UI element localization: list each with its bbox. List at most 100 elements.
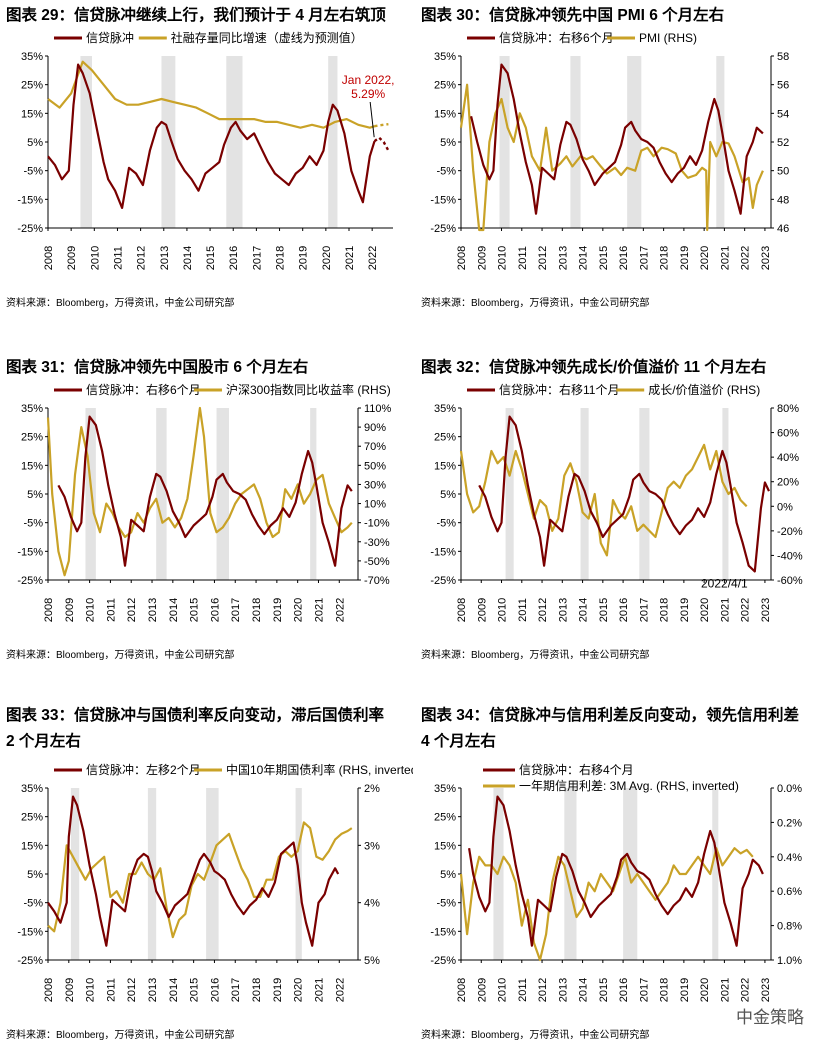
right-tick-label: 90% xyxy=(364,422,386,434)
chart-svg-33: 35% 25% 15% 5% -5% -15% -25% 2% 3% 4% 5% 2008 2009 20… xyxy=(17,762,413,1002)
x-tick-label: 2008 xyxy=(456,978,468,1002)
x-tick-label: 2017 xyxy=(230,978,242,1002)
right-tick-label: -60% xyxy=(777,575,803,587)
left-tick-label: -5% xyxy=(436,518,456,530)
x-tick-label: 2014 xyxy=(168,978,180,1002)
x-tick-label: 2010 xyxy=(85,598,97,622)
x-tick-label: 2017 xyxy=(230,598,242,622)
x-tick-label: 2021 xyxy=(313,598,325,622)
x-tick-label: 2013 xyxy=(147,598,159,622)
left-tick-label: 15% xyxy=(21,108,43,120)
chart-svg-34: 35% 25% 15% 5% -5% -15% -25% 0.0% 0.2% 0.4% 0.6% 0.… xyxy=(430,762,802,1002)
right-tick-label: 46 xyxy=(777,223,789,235)
x-tick-label: 2014 xyxy=(578,598,590,622)
x-tick-label: 2020 xyxy=(699,598,711,622)
legend-label-0: 信贷脉冲：右移6个月 xyxy=(499,30,614,45)
left-tick-label: 15% xyxy=(21,460,43,472)
x-tick-label: 2013 xyxy=(159,246,171,270)
left-tick-label: 35% xyxy=(21,783,43,795)
legend-label-0: 信贷脉冲：左移2个月 xyxy=(86,762,201,777)
right-tick-label: -20% xyxy=(777,526,803,538)
shaded-period-0 xyxy=(499,56,510,228)
left-tick-label: 25% xyxy=(434,432,456,444)
x-tick-label: 2014 xyxy=(182,246,194,270)
series-line-1 xyxy=(459,847,754,962)
x-tick-label: 2016 xyxy=(618,598,630,622)
chart-panel-30: 图表 30：信贷脉冲领先中国 PMI 6 个月左右 35% 25% 15% 5% -5%… xyxy=(413,0,826,320)
x-tick-label: 2011 xyxy=(517,246,529,270)
x-tick-label: 2021 xyxy=(344,246,356,270)
right-tick-label: 3% xyxy=(364,840,380,852)
x-tick-label: 2013 xyxy=(557,598,569,622)
right-tick-label: 4% xyxy=(364,898,380,910)
annotation-text-0: 2022/4/1 xyxy=(701,576,748,590)
x-tick-label: 2010 xyxy=(89,246,101,270)
x-tick-label: 2013 xyxy=(147,978,159,1002)
legend-label-0: 信贷脉冲：右移6个月 xyxy=(86,382,201,397)
x-tick-label: 2015 xyxy=(189,598,201,622)
x-tick-label: 2019 xyxy=(679,598,691,622)
chart-svg-31: 35% 25% 15% 5% -5% -15% -25% 110% 90% 70% 50% 30% 10… xyxy=(17,382,392,622)
series-line-3 xyxy=(373,136,390,152)
left-tick-label: 25% xyxy=(21,432,43,444)
left-tick-label: 35% xyxy=(21,51,43,63)
x-tick-label: 2011 xyxy=(112,246,124,270)
chart-source-32: 资料来源：Bloomberg，万得资讯，中金公司研究部 xyxy=(421,650,650,661)
x-tick-label: 2022 xyxy=(334,978,346,1002)
x-tick-label: 2017 xyxy=(638,978,650,1002)
chart-title-33: 图表 33：信贷脉冲与国债利率反向变动，滞后国债利率 xyxy=(6,707,385,724)
right-tick-label: 58 xyxy=(777,51,789,63)
shaded-period-2 xyxy=(206,788,219,960)
x-tick-label: 2018 xyxy=(659,598,671,622)
left-tick-label: 15% xyxy=(434,108,456,120)
x-tick-label: 2020 xyxy=(293,598,305,622)
right-tick-label: 56 xyxy=(777,80,789,92)
left-tick-label: -25% xyxy=(17,223,43,235)
x-tick-label: 2015 xyxy=(598,978,610,1002)
x-tick-label: 2012 xyxy=(537,978,549,1002)
x-tick-label: 2010 xyxy=(497,598,509,622)
series-line-0 xyxy=(470,63,764,215)
right-tick-label: 60% xyxy=(777,428,799,440)
x-tick-label: 2017 xyxy=(251,246,263,270)
shaded-period-1 xyxy=(570,56,581,228)
legend-label-1: 一年期信用利差: 3M Avg. (RHS, inverted) xyxy=(519,779,739,793)
shaded-period-1 xyxy=(161,56,176,228)
x-tick-label: 2011 xyxy=(517,598,529,622)
x-tick-label: 2018 xyxy=(251,978,263,1002)
right-tick-label: 70% xyxy=(364,441,386,453)
x-tick-label: 2011 xyxy=(517,978,529,1002)
series-line-1 xyxy=(459,83,764,232)
right-tick-label: -70% xyxy=(364,575,390,587)
x-tick-label: 2009 xyxy=(66,246,78,270)
right-tick-label: 0.2% xyxy=(777,817,802,829)
left-tick-label: -25% xyxy=(17,955,43,967)
x-tick-label: 2023 xyxy=(760,598,772,622)
shaded-period-0 xyxy=(70,788,80,960)
x-tick-label: 2019 xyxy=(679,978,691,1002)
chart-svg-29: 35% 25% 15% 5% -5% -15% -25%2008 2009 2010 2011 20… xyxy=(17,30,394,270)
x-tick-label: 2019 xyxy=(679,246,691,270)
x-tick-label: 2013 xyxy=(557,246,569,270)
x-tick-label: 2021 xyxy=(313,978,325,1002)
x-tick-label: 2021 xyxy=(719,598,731,622)
left-tick-label: 25% xyxy=(434,812,456,824)
right-tick-label: -40% xyxy=(777,550,803,562)
legend-label-1: 沪深300指数同比收益率 (RHS) xyxy=(226,382,391,397)
left-tick-label: -25% xyxy=(430,223,456,235)
x-tick-label: 2019 xyxy=(272,978,284,1002)
right-tick-label: 5% xyxy=(364,955,380,967)
legend-label-1: 社融存量同比增速（虚线为预测值） xyxy=(171,30,363,45)
right-tick-label: 110% xyxy=(364,403,392,415)
series-line-0 xyxy=(478,415,770,573)
shaded-period-2 xyxy=(627,56,642,228)
x-tick-label: 2022 xyxy=(740,598,752,622)
right-tick-label: 40% xyxy=(777,452,799,464)
x-tick-label: 2012 xyxy=(136,246,148,270)
right-tick-label: 52 xyxy=(777,137,789,149)
right-tick-label: 0.6% xyxy=(777,886,802,898)
chart-panel-34: 图表 34：信贷脉冲与信用利差反向变动，领先信用利差 4 个月左右 35% 25%… xyxy=(413,704,826,1050)
x-tick-label: 2023 xyxy=(760,246,772,270)
right-tick-label: 20% xyxy=(777,477,799,489)
left-tick-label: 35% xyxy=(21,403,43,415)
